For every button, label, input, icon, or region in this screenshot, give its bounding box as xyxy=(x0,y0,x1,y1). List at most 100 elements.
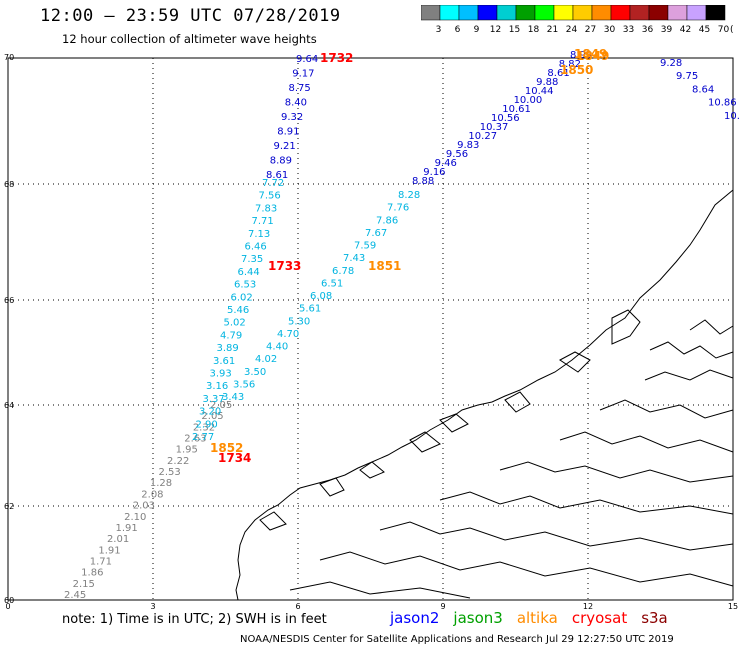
legend-jason3: jason3 xyxy=(453,609,503,627)
track-time-label: 1849 xyxy=(574,47,607,61)
track-a: 2.452.151.861.711.912.011.912.102.032.08… xyxy=(64,400,251,601)
wave-height-value: 3.56 xyxy=(233,379,255,390)
track-e: 8.889.169.469.569.8310.2710.3710.5610.61… xyxy=(412,50,593,187)
wave-height-value: 8.61 xyxy=(547,68,569,79)
color-scale-label: 36 xyxy=(642,25,654,35)
legend-jason2: jason2 xyxy=(390,609,440,627)
color-scale-label: 18 xyxy=(528,25,540,35)
wave-height-value: 2.15 xyxy=(73,579,95,590)
color-scale-label: 15 xyxy=(509,25,520,35)
wave-height-value: 8.82 xyxy=(559,59,581,70)
wave-height-value: 1.91 xyxy=(98,545,120,556)
wave-height-value: 1.86 xyxy=(81,568,103,579)
latitude-label: 68 xyxy=(4,180,14,189)
wave-height-value: 9.21 xyxy=(274,141,296,152)
wave-height-value: 2.53 xyxy=(158,467,180,478)
wave-height-value: 5.30 xyxy=(288,316,310,327)
wave-height-value: 9.46 xyxy=(435,158,457,169)
color-scale-label: 27 xyxy=(585,25,596,35)
coastline xyxy=(235,189,734,601)
wave-height-value: 2.90 xyxy=(196,419,218,430)
wave-height-value: 10.56 xyxy=(491,113,520,124)
color-scale-label: 24 xyxy=(566,25,578,35)
wave-height-value: 8.89 xyxy=(270,156,292,167)
wave-height-value: 7.59 xyxy=(354,241,376,252)
longitude-label: 0 xyxy=(5,602,10,611)
wave-height-value: 2.77 xyxy=(192,432,214,443)
track-d: 3.43 3.563.50 4.024.40 4.70 5.305.61 6.08 6.51… xyxy=(222,190,420,403)
wave-height-value: 3.43 xyxy=(222,392,244,403)
footer-note: note: 1) Time is in UTC; 2) SWH is in fe… xyxy=(62,612,327,627)
wave-height-value: 2.10 xyxy=(124,512,146,523)
latitude-label: 60 xyxy=(4,596,14,605)
track-time-label: 1734 xyxy=(218,451,251,465)
wave-height-value: 9.88 xyxy=(536,77,558,88)
map-frame xyxy=(7,57,734,601)
wave-height-value: 5.02 xyxy=(224,318,246,329)
satellite-tracks: 2.452.151.861.711.912.011.912.102.032.08… xyxy=(64,47,740,601)
color-scale-label: 42 xyxy=(680,25,691,35)
track-c: 8.61 8.89 9.21 8.91 9.32 8.40 8.75 9.17 9.64 1732 xyxy=(266,51,353,181)
wave-height-value: 9.17 xyxy=(292,69,314,80)
wave-height-value: 7.67 xyxy=(365,228,387,239)
color-scale-label: 9 xyxy=(474,25,480,35)
color-scale-label: 30 xyxy=(604,25,616,35)
wave-height-value: 7.56 xyxy=(259,191,281,202)
wave-height-value: 8.64 xyxy=(692,84,714,95)
wave-height-value: 8.40 xyxy=(285,98,307,109)
color-scale-unit: (ft) xyxy=(730,25,733,35)
color-scale-label: 45 xyxy=(699,25,710,35)
wave-height-value: 8.61 xyxy=(266,170,288,181)
longitude-label: 6 xyxy=(295,602,300,611)
wave-height-value: 1.28 xyxy=(150,478,172,489)
track-time-label: 1732 xyxy=(320,51,353,65)
legend-cryosat: cryosat xyxy=(571,609,628,627)
wave-height-value: 9.83 xyxy=(457,140,479,151)
wave-height-value: 7.83 xyxy=(255,203,277,214)
page-subtitle: 12 hour collection of altimeter wave hei… xyxy=(62,32,317,46)
latitude-label: 66 xyxy=(4,296,14,305)
wave-height-value: 2.03 xyxy=(133,501,155,512)
wave-height-value: 2.32 xyxy=(193,422,215,433)
wave-height-value: 7.86 xyxy=(376,215,398,226)
wave-height-value: 10.44 xyxy=(525,86,554,97)
wave-height-value: 3.37 xyxy=(203,394,225,405)
longitude-label: 3 xyxy=(150,602,155,611)
wave-height-value: 4.79 xyxy=(220,330,242,341)
color-scale-label: 21 xyxy=(547,25,558,35)
track-time-label: 1852 xyxy=(210,441,243,455)
wave-height-value: 9.28 xyxy=(660,58,682,69)
wave-height-value: 3.61 xyxy=(213,356,235,367)
track-time-label: 1851 xyxy=(368,259,401,273)
wave-height-value: 3.16 xyxy=(206,381,228,392)
wave-height-value: 1.91 xyxy=(116,523,138,534)
wave-height-value: 3.20 xyxy=(199,407,221,418)
latitude-label: 64 xyxy=(4,401,14,410)
wave-height-value: 10.00 xyxy=(514,95,543,106)
wave-height-value: 5.46 xyxy=(227,305,249,316)
map-grid xyxy=(8,58,733,600)
wave-height-value: 6.78 xyxy=(332,266,354,277)
wave-height-value: 3.89 xyxy=(217,343,239,354)
page-title: 12:00 – 23:59 UTC 07/28/2019 xyxy=(40,6,341,26)
wave-height-value: 2.63 xyxy=(184,434,206,445)
track-time-label: 1850 xyxy=(560,63,593,77)
longitude-label: 15 xyxy=(728,602,738,611)
wave-height-value: 8.28 xyxy=(398,190,420,201)
wave-height-value: 7.72 xyxy=(262,178,284,189)
track-time-label: 1733 xyxy=(268,259,301,273)
legend-s3a: s3a xyxy=(641,609,668,627)
wave-height-value: 2.05 xyxy=(201,411,223,422)
wave-height-value: 5.61 xyxy=(299,304,321,315)
color-swatch xyxy=(705,5,726,21)
wave-height-value: 2.22 xyxy=(167,456,189,467)
latitude-label: 70 xyxy=(4,53,14,62)
wave-height-value: 3.50 xyxy=(244,367,266,378)
color-scale-label: 12 xyxy=(490,25,501,35)
wave-height-value: 8.75 xyxy=(289,83,311,94)
wave-height-value: 9.64 xyxy=(296,54,318,65)
wave-height-value: 10.37 xyxy=(480,122,509,133)
wave-height-value: 7.71 xyxy=(252,216,274,227)
wave-height-value: 7.43 xyxy=(343,253,365,264)
wave-height-value: 6.44 xyxy=(238,267,260,278)
